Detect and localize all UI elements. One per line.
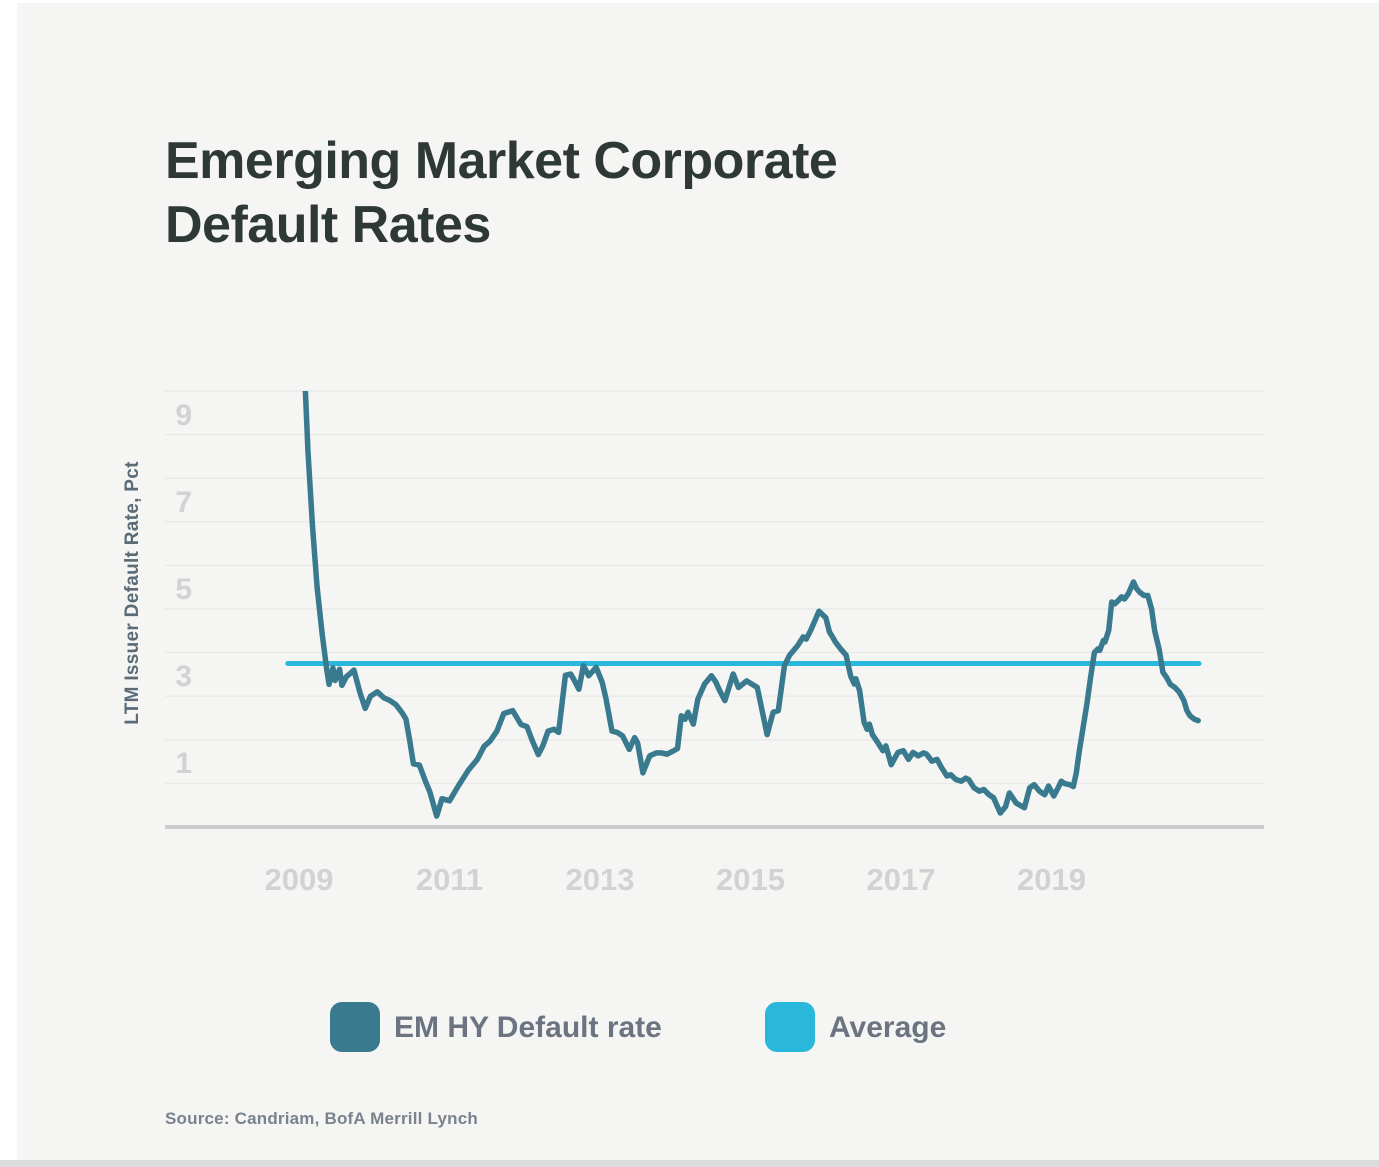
- x-tick-label-2011: 2011: [415, 862, 484, 897]
- x-tick-label-2015: 2015: [716, 862, 785, 897]
- y-tick-label-3: 3: [175, 660, 192, 694]
- y-tick-label-5: 5: [175, 573, 192, 606]
- x-tick-label-2009: 2009: [264, 862, 334, 897]
- bottom-bar: [0, 1160, 1379, 1167]
- legend-swatch-average: [765, 1002, 815, 1052]
- source-note: Source: Candriam, BofA Merrill Lynch: [165, 1109, 478, 1128]
- x-tick-label-2017: 2017: [866, 862, 936, 897]
- legend-label-em-hy-default-rate: EM HY Default rate: [394, 1011, 662, 1044]
- legend-label-average: Average: [829, 1011, 947, 1044]
- page-title-line2: Default Rates: [165, 196, 491, 254]
- chart-card: Emerging Market Corporate Default Rates …: [17, 3, 1379, 1160]
- y-tick-label-1: 1: [175, 747, 192, 781]
- x-tick-label-2019: 2019: [1017, 862, 1086, 897]
- legend-swatch-em-hy-default-rate: [330, 1002, 380, 1052]
- x-tick-label-2013: 2013: [565, 862, 635, 897]
- y-tick-label-7: 7: [175, 485, 192, 519]
- page-title-line1: Emerging Market Corporate: [165, 132, 838, 190]
- y-tick-label-9: 9: [175, 398, 192, 432]
- plot-area: [165, 390, 1264, 829]
- page-title: Emerging Market Corporate Default Rates: [165, 129, 838, 257]
- em-hy-default-rate-line: [302, 391, 1201, 819]
